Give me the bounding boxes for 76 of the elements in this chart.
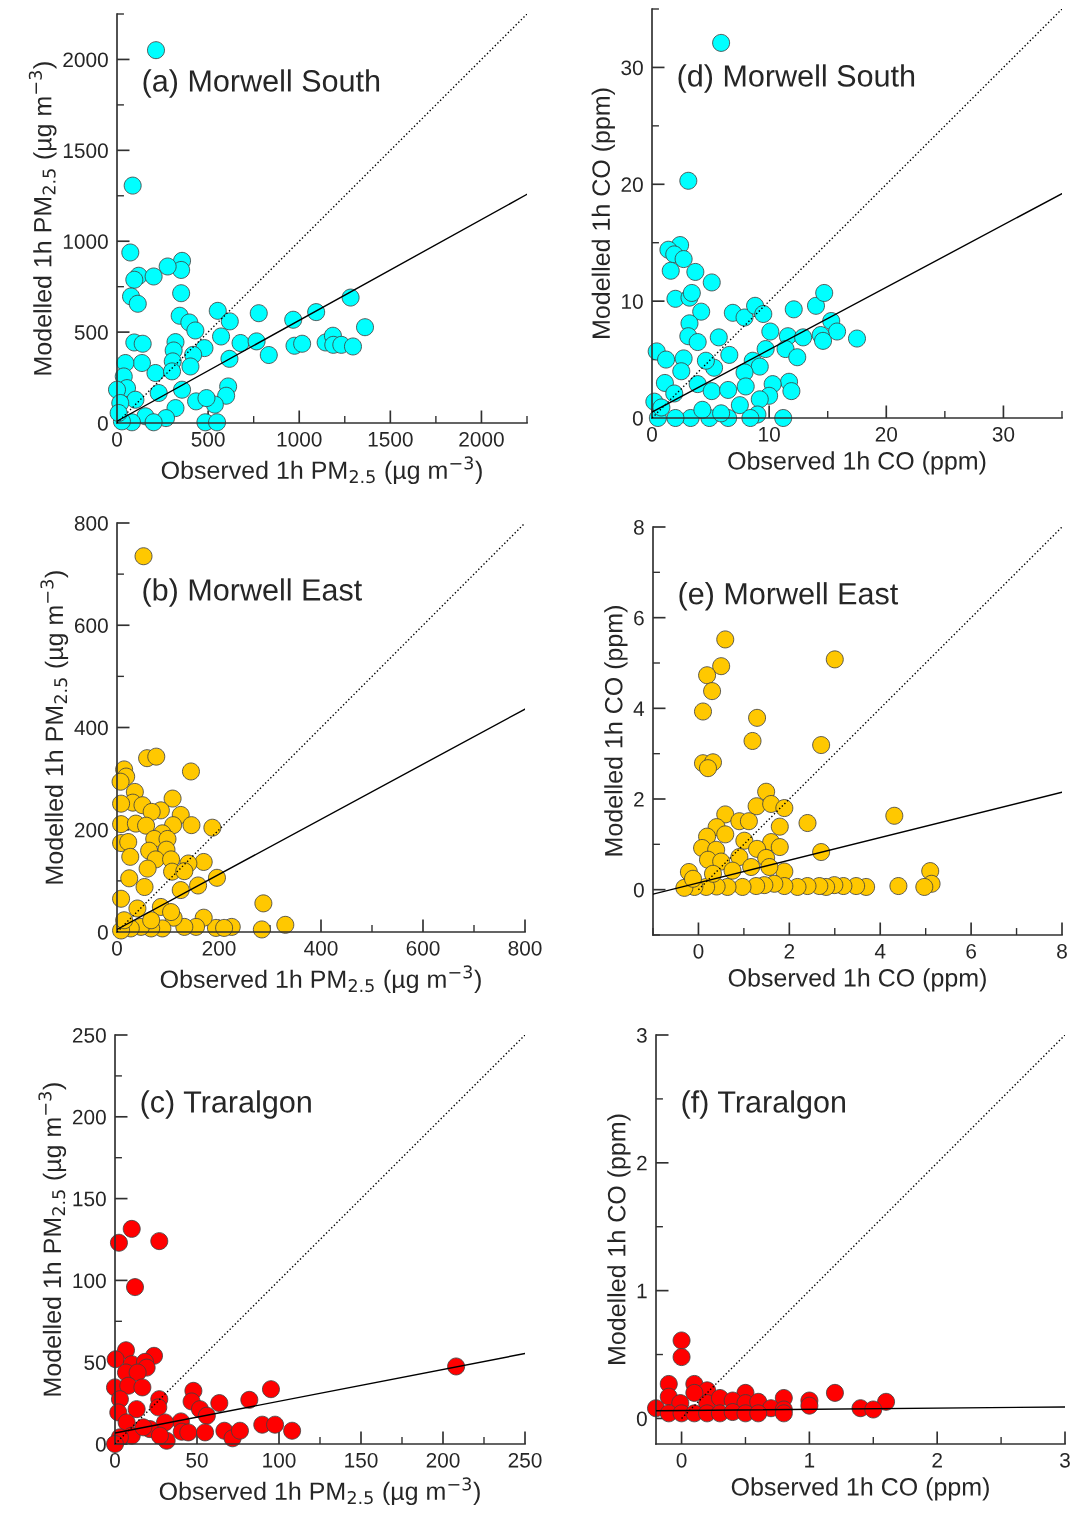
- y-axis-title: Modelled 1h CO (ppm): [591, 88, 615, 338]
- y-tick-label: 0: [632, 411, 643, 426]
- x-tick-label: 3: [1060, 1452, 1070, 1468]
- text: (d) Morwell South: [678, 64, 915, 93]
- x-axis-title: Observed 1h CO (ppm): [728, 968, 986, 992]
- y-tick-label: 200: [74, 822, 108, 838]
- x-tick-label: 0: [693, 943, 704, 959]
- x-tick-label: 2: [784, 943, 795, 959]
- y-tick-label: 0: [97, 416, 108, 431]
- y-axis-title: Modelled 1h CO (ppm): [604, 606, 628, 856]
- y-tick-label: 1500: [63, 143, 108, 159]
- y-tick-label: 500: [74, 325, 108, 340]
- x-tick-label: 100: [263, 1452, 296, 1468]
- x-tick-label: 1500: [368, 431, 413, 447]
- y-tick-label: 1000: [63, 234, 108, 249]
- x-tick-label: 0: [676, 1452, 687, 1468]
- y-tick-label: 600: [74, 618, 108, 633]
- y-tick-label: 20: [621, 177, 643, 193]
- x-tick-label: 0: [647, 426, 657, 442]
- x-tick-label: 0: [112, 431, 122, 447]
- x-tick-label: 250: [508, 1452, 542, 1468]
- x-tick-label: 6: [966, 943, 976, 959]
- y-tick-label: 0: [97, 925, 108, 940]
- x-tick-label: 50: [186, 1452, 208, 1468]
- y-tick-label: 0: [636, 1411, 647, 1427]
- x-tick-label: 200: [202, 940, 236, 956]
- y-tick-label: 6: [634, 610, 644, 626]
- x-axis-title: Observed 1h PM$_{2.5}$ (µg m$^{−3}$): [159, 1477, 480, 1506]
- y-axis-title: Modelled 1h PM$_{2.5}$ (µg m$^{−3}$): [38, 1083, 67, 1396]
- y-tick-label: 8: [633, 520, 644, 535]
- x-tick-label: 2: [932, 1452, 942, 1468]
- y-tick-label: 2: [637, 1155, 647, 1171]
- x-tick-label: 8: [1057, 943, 1067, 959]
- y-axis-title: Modelled 1h PM$_{2.5}$ (µg m$^{−3}$): [28, 62, 57, 375]
- x-tick-label: 4: [874, 944, 886, 959]
- y-tick-label: 2: [634, 792, 644, 807]
- x-tick-label: 600: [406, 940, 440, 956]
- y-tick-label: 0: [95, 1437, 106, 1452]
- y-tick-label: 0: [633, 882, 644, 898]
- y-axis-title: Modelled 1h CO (ppm): [607, 1114, 631, 1364]
- y-tick-label: 2000: [63, 52, 108, 68]
- x-tick-label: 0: [112, 940, 122, 956]
- y-tick-label: 10: [622, 294, 643, 309]
- x-axis-title: Observed 1h CO (ppm): [728, 451, 986, 475]
- x-axis-title: Observed 1h CO (ppm): [731, 1477, 989, 1501]
- x-tick-label: 2000: [459, 431, 504, 447]
- text: (b) Morwell East: [143, 578, 362, 607]
- x-tick-label: 10: [759, 426, 780, 442]
- y-tick-label: 250: [72, 1028, 106, 1043]
- y-tick-label: 1: [637, 1283, 647, 1299]
- y-tick-label: 400: [74, 720, 108, 736]
- x-tick-label: 150: [345, 1452, 378, 1468]
- text: (f) Traralgon: [682, 1090, 845, 1119]
- y-tick-label: 30: [621, 60, 643, 76]
- y-tick-label: 200: [72, 1109, 106, 1125]
- y-tick-label: 100: [73, 1273, 106, 1289]
- text: (e) Morwell East: [679, 582, 899, 611]
- y-tick-label: 4: [633, 701, 645, 716]
- y-axis-title: Modelled 1h PM$_{2.5}$ (µg m$^{−3}$): [40, 571, 69, 884]
- text: (c) Traralgon: [141, 1090, 311, 1119]
- x-tick-label: 1000: [277, 431, 322, 447]
- x-tick-label: 1: [805, 1453, 815, 1468]
- x-tick-label: 20: [875, 426, 898, 442]
- y-tick-label: 150: [73, 1191, 106, 1207]
- x-tick-label: 30: [992, 426, 1015, 442]
- text: (a) Morwell South: [143, 69, 380, 98]
- y-tick-label: 3: [636, 1028, 647, 1043]
- x-axis-title: Observed 1h PM$_{2.5}$ (µg m$^{−3}$): [160, 965, 481, 994]
- x-tick-label: 800: [508, 940, 542, 956]
- x-tick-label: 200: [426, 1452, 460, 1468]
- x-tick-label: 400: [304, 940, 338, 956]
- x-tick-label: 500: [191, 431, 225, 447]
- x-tick-label: 0: [110, 1452, 120, 1468]
- y-tick-label: 50: [84, 1355, 106, 1370]
- y-tick-label: 800: [74, 516, 108, 531]
- x-axis-title: Observed 1h PM$_{2.5}$ (µg m$^{−3}$): [161, 456, 482, 485]
